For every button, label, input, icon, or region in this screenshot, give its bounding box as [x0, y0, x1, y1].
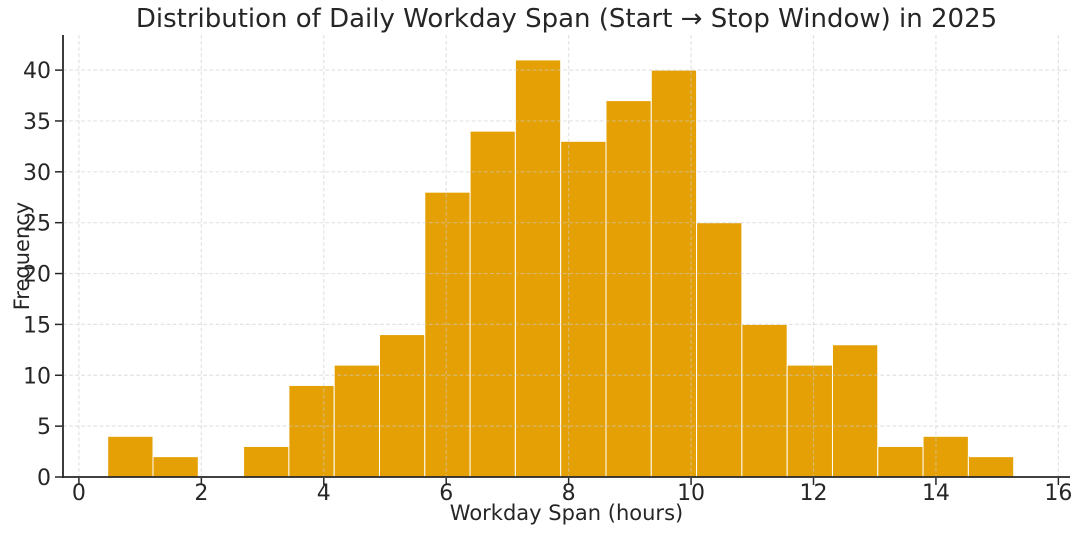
histogram-bar-1: [152, 456, 199, 478]
y-tick-label-20: 20: [23, 263, 51, 288]
y-axis-label: Frequency: [10, 201, 34, 311]
x-axis-label: Workday Span (hours): [449, 501, 684, 525]
histogram-bar-18: [922, 435, 969, 478]
y-tick-label-30: 30: [23, 161, 51, 186]
histogram-bar-7: [424, 191, 471, 478]
x-tick-label-10: 10: [677, 481, 705, 506]
x-tick-label-8: 8: [562, 481, 576, 506]
histogram-bar-0: [107, 435, 154, 478]
histogram-bar-11: [605, 100, 652, 478]
y-tick-label-5: 5: [37, 415, 51, 440]
y-tick-label-10: 10: [23, 364, 51, 389]
histogram-bar-4: [288, 384, 335, 478]
x-tick-label-16: 16: [1044, 481, 1072, 506]
x-tick-label-6: 6: [439, 481, 453, 506]
chart-title: Distribution of Daily Workday Span (Star…: [135, 4, 998, 34]
histogram-bar-9: [514, 59, 562, 478]
histogram-bar-15: [786, 364, 833, 478]
histogram-bar-17: [877, 445, 924, 478]
y-tick-label-0: 0: [37, 466, 51, 491]
histogram-bar-16: [831, 344, 879, 478]
x-tick-label-4: 4: [317, 481, 331, 506]
histogram-bar-6: [378, 334, 426, 478]
histogram-bar-8: [469, 130, 516, 478]
histogram-bar-13: [696, 222, 743, 478]
x-tick-label-2: 2: [194, 481, 208, 506]
y-tick-label-40: 40: [23, 59, 51, 84]
y-tick-label-25: 25: [23, 212, 51, 237]
y-tick-label-15: 15: [23, 313, 51, 338]
x-tick-label-14: 14: [922, 481, 950, 506]
histogram-bar-14: [741, 323, 788, 478]
histogram-bar-5: [333, 364, 380, 478]
histogram-bar-3: [243, 445, 290, 478]
x-tick-label-0: 0: [72, 481, 86, 506]
histogram-bar-19: [967, 456, 1015, 478]
y-tick-label-35: 35: [23, 110, 51, 135]
x-tick-label-12: 12: [800, 481, 828, 506]
